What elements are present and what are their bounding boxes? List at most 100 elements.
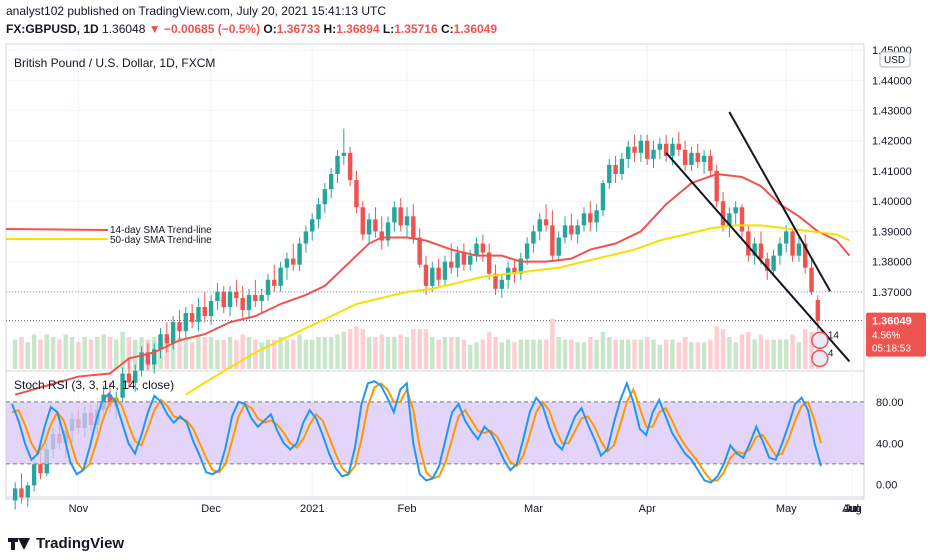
sma50-label: 50-day SMA Trend-line — [110, 235, 212, 246]
candle — [411, 204, 416, 244]
candle-body — [215, 291, 220, 301]
candle-body — [303, 231, 309, 244]
candle — [708, 149, 713, 178]
volume-bar — [663, 339, 669, 369]
candle — [752, 237, 757, 265]
volume-bar — [38, 339, 43, 369]
last-price-percent: 4.56% — [872, 331, 900, 342]
candle — [208, 294, 214, 326]
volume-bar — [442, 337, 448, 369]
volume-bar — [689, 342, 694, 369]
volume-bar — [430, 337, 435, 369]
candle — [461, 243, 467, 271]
candle — [518, 252, 523, 280]
volume-bar — [651, 339, 656, 369]
volume-bar — [385, 337, 391, 369]
volume-bar — [322, 337, 328, 369]
volume-bar — [259, 342, 264, 369]
candle — [588, 201, 593, 232]
volume-bar — [449, 337, 454, 369]
candle-body — [771, 255, 776, 271]
candle-body — [316, 204, 321, 220]
candle-body — [19, 488, 24, 498]
stoch-band — [6, 401, 864, 464]
volume-bar — [88, 339, 94, 369]
volume-bar — [297, 334, 302, 369]
volume-bar — [303, 339, 309, 369]
candle-body — [708, 155, 713, 171]
volume-bar — [95, 337, 100, 369]
candle-body — [246, 294, 252, 311]
price-tick-label: 1.37000 — [872, 287, 912, 299]
candle — [739, 204, 745, 238]
volume-bar — [196, 334, 201, 369]
open-label: O: — [263, 22, 277, 36]
candle — [556, 231, 561, 262]
event-count: 14 — [828, 330, 840, 341]
candle — [278, 261, 283, 292]
candle-body — [310, 219, 315, 232]
candle-body — [196, 307, 201, 323]
event-count: 4 — [828, 348, 834, 359]
candle — [177, 310, 182, 341]
candle-body — [385, 222, 391, 241]
candle-body — [202, 307, 207, 317]
candle — [777, 237, 783, 265]
volume-bar — [474, 342, 479, 369]
candle-body — [189, 313, 195, 323]
volume-bar — [682, 337, 688, 369]
volume-bar — [272, 339, 277, 369]
candle — [790, 228, 795, 262]
volume-bar — [619, 339, 625, 369]
volume-bar — [638, 339, 644, 369]
candle-body — [493, 273, 498, 289]
down-arrow-icon: ▼ — [148, 22, 161, 36]
stoch-tick-label: 40.00 — [876, 438, 904, 450]
price-tick-label: 1.42000 — [872, 136, 912, 148]
candle — [316, 198, 321, 229]
candle-body — [518, 258, 523, 274]
volume-bar — [562, 339, 568, 369]
stoch-tick-label: 80.00 — [876, 397, 904, 409]
candle-body — [682, 149, 688, 165]
candle-body — [398, 207, 403, 226]
candle — [714, 164, 719, 208]
volume-bar — [733, 342, 738, 369]
sma-line — [14, 172, 851, 396]
volume-bar — [581, 342, 587, 369]
candle — [771, 249, 776, 277]
volume-bar — [461, 339, 467, 369]
stoch-rsi-panel — [6, 380, 864, 484]
volume-bar — [107, 337, 113, 369]
candle — [689, 146, 694, 171]
volume-bar — [170, 334, 176, 369]
ohlc-header: FX:GBPUSD, 1D 1.36048 ▼ −0.00685 (−0.5%)… — [6, 22, 497, 36]
volume-bar — [114, 339, 119, 369]
price-axis[interactable]: 1.37000 1.38000 1.39000 1.40000 1.41000 1.420… — [866, 45, 926, 492]
sma14-label-line — [5, 228, 109, 232]
candle-body — [638, 140, 644, 153]
volume-bar — [50, 337, 56, 369]
volume-bar — [423, 329, 429, 369]
candle — [120, 367, 125, 404]
candle — [158, 328, 163, 359]
candle — [234, 279, 239, 308]
candle — [632, 134, 637, 162]
volume-bar — [221, 339, 226, 369]
candle — [360, 201, 365, 241]
price-tick-label: 1.43000 — [872, 106, 912, 118]
volume-bar — [202, 337, 207, 369]
candle-body — [291, 258, 296, 265]
stoch-tick-label: 0.00 — [876, 480, 897, 492]
candle-body — [689, 152, 694, 165]
price-tick-label: 1.44000 — [872, 75, 912, 87]
tradingview-logo[interactable]: TradingView — [8, 535, 124, 552]
volume-bar — [480, 339, 486, 369]
candle-body — [366, 219, 372, 235]
last-price-badge: 1.36049 4.56% 05:18:53 — [866, 312, 926, 357]
candle — [126, 358, 132, 389]
candle-body — [25, 485, 31, 498]
candle-body — [234, 291, 239, 298]
